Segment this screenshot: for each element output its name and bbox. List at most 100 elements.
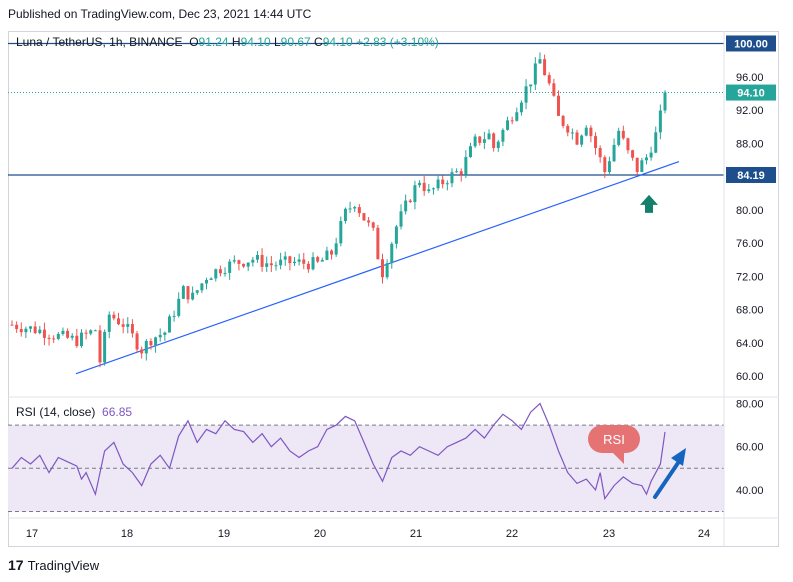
candle <box>56 333 60 339</box>
candle <box>631 150 635 158</box>
candle <box>33 326 37 334</box>
price-tick-label: 60.00 <box>736 371 764 383</box>
candle <box>172 315 176 317</box>
candle <box>121 324 125 327</box>
price-label-level-mid-bg <box>726 166 776 183</box>
candle <box>607 161 611 173</box>
candle <box>195 290 199 293</box>
candle <box>399 211 403 227</box>
candle <box>316 257 320 262</box>
candle <box>260 254 264 267</box>
price-tick-label: 88.00 <box>736 138 764 150</box>
candle <box>367 220 371 223</box>
candle <box>237 260 241 264</box>
candle <box>93 330 97 332</box>
candle <box>293 261 297 264</box>
candle <box>506 120 510 130</box>
candle <box>455 171 459 173</box>
candle <box>251 259 255 263</box>
candle <box>552 83 556 96</box>
candle <box>408 200 412 203</box>
candle <box>242 263 246 267</box>
candle <box>205 279 209 284</box>
candle <box>487 133 491 140</box>
candle <box>24 328 28 333</box>
candle <box>130 324 134 334</box>
candle <box>269 263 273 266</box>
candle <box>394 226 398 244</box>
rsi-value: 66.85 <box>102 405 133 419</box>
price-label-level-mid: 84.19 <box>737 170 765 182</box>
candle <box>519 102 523 113</box>
candle <box>413 185 417 203</box>
candle <box>117 318 121 325</box>
candle <box>441 179 445 185</box>
candle <box>75 335 79 347</box>
candle <box>218 269 222 274</box>
candle <box>603 157 607 173</box>
candle <box>167 316 171 333</box>
time-tick-label: 21 <box>410 528 422 540</box>
chart-frame[interactable] <box>8 31 779 547</box>
price-label-level-top-bg <box>726 35 776 52</box>
rsi-legend[interactable]: RSI (14, close) 66.85 <box>16 405 132 419</box>
candle <box>177 298 181 316</box>
candle <box>427 189 431 192</box>
candle <box>223 272 227 274</box>
candle <box>52 338 56 340</box>
price-tick-label: 64.00 <box>736 338 764 350</box>
candle <box>566 125 570 133</box>
candle <box>658 110 662 133</box>
candle <box>357 207 361 214</box>
footer: 17 TradingView <box>8 557 99 573</box>
candle <box>621 130 625 139</box>
candle <box>302 259 306 264</box>
price-tick-label: 68.00 <box>736 305 764 317</box>
change-value: +2.83 (+3.10%) <box>356 35 439 49</box>
rsi-tick-label: 80.00 <box>736 398 764 410</box>
time-tick-label: 24 <box>698 528 710 540</box>
candle <box>570 132 574 134</box>
rsi-pane: RSI <box>8 402 724 513</box>
price-pane <box>8 42 724 375</box>
close-value: 94.10 <box>322 35 353 49</box>
candle <box>594 136 598 148</box>
candle <box>103 331 107 363</box>
candle <box>10 324 14 326</box>
candle <box>478 136 482 143</box>
candle <box>181 286 185 299</box>
candle <box>70 335 74 338</box>
candle <box>459 171 463 175</box>
candle <box>431 188 435 190</box>
candle <box>38 329 42 334</box>
high-value: 94.10 <box>240 35 271 49</box>
candle <box>154 337 158 346</box>
time-tick-label: 23 <box>603 528 615 540</box>
candle <box>140 349 144 354</box>
candle <box>589 127 593 137</box>
time-tick-label: 19 <box>218 528 230 540</box>
high-label: H <box>231 35 241 49</box>
candle <box>510 120 514 122</box>
candle <box>515 112 519 121</box>
rsi-callout-label: RSI <box>603 432 625 447</box>
candle <box>575 132 579 145</box>
up-arrow-icon <box>640 194 658 213</box>
candle <box>29 326 33 329</box>
candle <box>191 292 195 300</box>
close-label: C <box>314 35 323 49</box>
candle <box>404 200 408 212</box>
price-tick-label: 96.00 <box>736 72 764 84</box>
tradingview-logo-icon: 17 <box>8 557 24 573</box>
candle <box>492 133 496 148</box>
candle <box>274 265 278 267</box>
candle <box>529 84 533 87</box>
price-label-current: 94.10 <box>737 88 765 100</box>
axes: 96.0092.0088.0084.0080.0076.0072.0068.00… <box>8 31 779 546</box>
symbol-legend[interactable]: Luna / TetherUS, 1h, BINANCE O91.24 H94.… <box>16 35 439 49</box>
trendline <box>75 161 680 375</box>
candle <box>98 330 102 363</box>
candle <box>436 179 440 189</box>
candle <box>371 222 375 228</box>
